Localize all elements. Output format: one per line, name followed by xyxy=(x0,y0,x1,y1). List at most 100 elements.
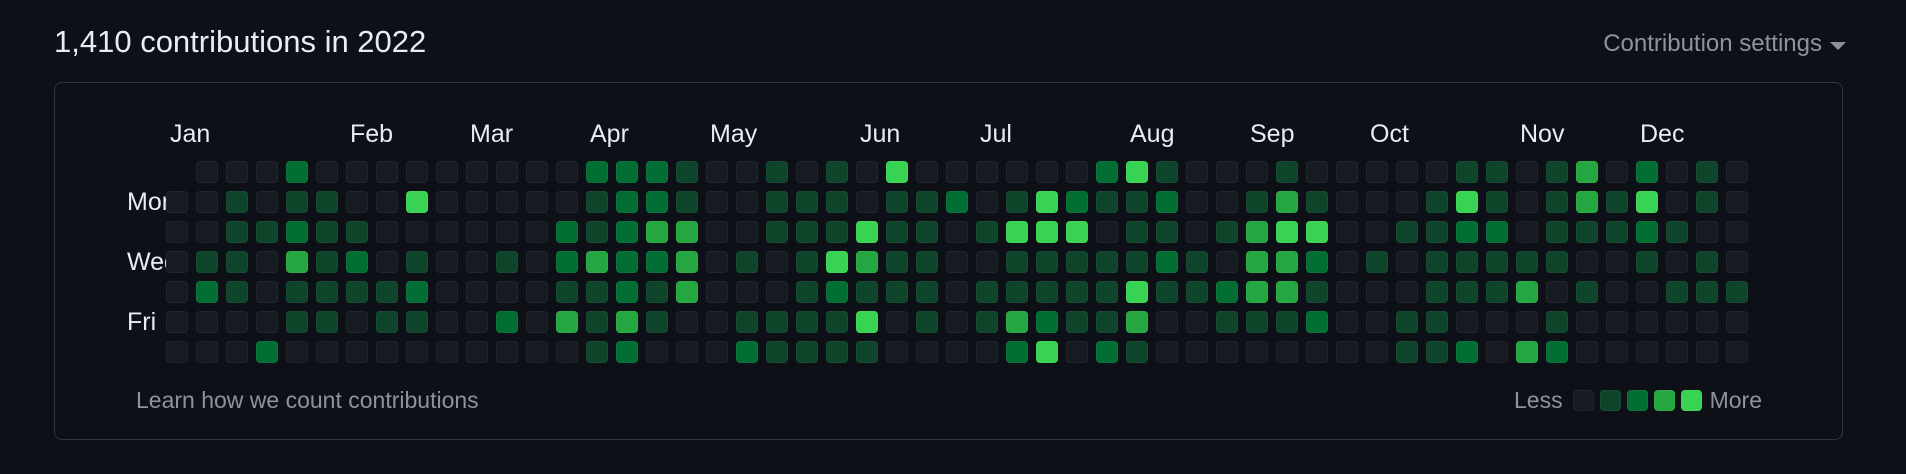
contribution-day-cell[interactable] xyxy=(676,221,698,243)
contribution-day-cell[interactable] xyxy=(796,281,818,303)
contribution-day-cell[interactable] xyxy=(1396,311,1418,333)
contribution-day-cell[interactable] xyxy=(676,311,698,333)
contribution-day-cell[interactable] xyxy=(736,221,758,243)
contribution-day-cell[interactable] xyxy=(466,281,488,303)
contribution-day-cell[interactable] xyxy=(1186,281,1208,303)
contribution-day-cell[interactable] xyxy=(1486,161,1508,183)
contribution-day-cell[interactable] xyxy=(856,341,878,363)
contribution-day-cell[interactable] xyxy=(1366,311,1388,333)
contribution-day-cell[interactable] xyxy=(376,221,398,243)
contribution-day-cell[interactable] xyxy=(1126,281,1148,303)
contribution-day-cell[interactable] xyxy=(496,161,518,183)
contribution-day-cell[interactable] xyxy=(706,221,728,243)
contribution-day-cell[interactable] xyxy=(286,161,308,183)
contribution-day-cell[interactable] xyxy=(166,191,188,213)
contribution-day-cell[interactable] xyxy=(1036,251,1058,273)
contribution-day-cell[interactable] xyxy=(226,251,248,273)
contribution-day-cell[interactable] xyxy=(196,161,218,183)
contribution-day-cell[interactable] xyxy=(1156,161,1178,183)
contribution-day-cell[interactable] xyxy=(1606,251,1628,273)
contribution-day-cell[interactable] xyxy=(436,281,458,303)
contribution-day-cell[interactable] xyxy=(1516,341,1538,363)
contribution-day-cell[interactable] xyxy=(1636,161,1658,183)
contribution-day-cell[interactable] xyxy=(1336,341,1358,363)
contribution-day-cell[interactable] xyxy=(1486,221,1508,243)
contribution-day-cell[interactable] xyxy=(1156,191,1178,213)
contribution-day-cell[interactable] xyxy=(1276,221,1298,243)
contribution-day-cell[interactable] xyxy=(196,251,218,273)
contribution-day-cell[interactable] xyxy=(1546,281,1568,303)
contribution-day-cell[interactable] xyxy=(496,221,518,243)
contribution-day-cell[interactable] xyxy=(166,251,188,273)
contribution-day-cell[interactable] xyxy=(556,251,578,273)
contribution-day-cell[interactable] xyxy=(1006,341,1028,363)
contribution-day-cell[interactable] xyxy=(1156,221,1178,243)
contribution-day-cell[interactable] xyxy=(556,161,578,183)
contribution-day-cell[interactable] xyxy=(1126,191,1148,213)
contribution-day-cell[interactable] xyxy=(826,311,848,333)
contribution-day-cell[interactable] xyxy=(976,281,998,303)
contribution-day-cell[interactable] xyxy=(1276,191,1298,213)
contribution-day-cell[interactable] xyxy=(976,251,998,273)
contribution-day-cell[interactable] xyxy=(736,251,758,273)
contribution-day-cell[interactable] xyxy=(1006,161,1028,183)
contribution-day-cell[interactable] xyxy=(736,311,758,333)
contribution-day-cell[interactable] xyxy=(706,341,728,363)
contribution-day-cell[interactable] xyxy=(256,311,278,333)
contribution-day-cell[interactable] xyxy=(1696,281,1718,303)
contribution-day-cell[interactable] xyxy=(1636,191,1658,213)
contribution-day-cell[interactable] xyxy=(736,281,758,303)
contribution-day-cell[interactable] xyxy=(466,341,488,363)
contribution-day-cell[interactable] xyxy=(196,281,218,303)
contribution-day-cell[interactable] xyxy=(1336,311,1358,333)
contribution-day-cell[interactable] xyxy=(1606,191,1628,213)
contribution-day-cell[interactable] xyxy=(1036,161,1058,183)
contribution-day-cell[interactable] xyxy=(1216,191,1238,213)
contribution-day-cell[interactable] xyxy=(826,251,848,273)
contribution-day-cell[interactable] xyxy=(376,311,398,333)
contribution-day-cell[interactable] xyxy=(706,251,728,273)
contribution-day-cell[interactable] xyxy=(1096,311,1118,333)
contribution-day-cell[interactable] xyxy=(1456,161,1478,183)
contribution-day-cell[interactable] xyxy=(1036,341,1058,363)
contribution-day-cell[interactable] xyxy=(676,161,698,183)
contribution-day-cell[interactable] xyxy=(466,221,488,243)
contribution-day-cell[interactable] xyxy=(286,281,308,303)
contribution-day-cell[interactable] xyxy=(1186,221,1208,243)
contribution-day-cell[interactable] xyxy=(556,311,578,333)
contribution-settings-button[interactable]: Contribution settings xyxy=(1603,28,1846,60)
contribution-day-cell[interactable] xyxy=(1126,221,1148,243)
contribution-day-cell[interactable] xyxy=(616,191,638,213)
contribution-day-cell[interactable] xyxy=(496,311,518,333)
contribution-day-cell[interactable] xyxy=(766,251,788,273)
contribution-day-cell[interactable] xyxy=(1516,221,1538,243)
contribution-day-cell[interactable] xyxy=(1486,281,1508,303)
contribution-day-cell[interactable] xyxy=(526,311,548,333)
contribution-day-cell[interactable] xyxy=(976,161,998,183)
contribution-day-cell[interactable] xyxy=(526,221,548,243)
contribution-day-cell[interactable] xyxy=(1576,281,1598,303)
contribution-day-cell[interactable] xyxy=(1306,161,1328,183)
contribution-day-cell[interactable] xyxy=(886,281,908,303)
contribution-day-cell[interactable] xyxy=(1306,311,1328,333)
contribution-day-cell[interactable] xyxy=(436,161,458,183)
contribution-day-cell[interactable] xyxy=(916,311,938,333)
contribution-day-cell[interactable] xyxy=(1096,341,1118,363)
contribution-day-cell[interactable] xyxy=(1426,311,1448,333)
contribution-day-cell[interactable] xyxy=(1396,221,1418,243)
contribution-day-cell[interactable] xyxy=(226,341,248,363)
contribution-day-cell[interactable] xyxy=(1216,311,1238,333)
contribution-day-cell[interactable] xyxy=(1246,281,1268,303)
contribution-day-cell[interactable] xyxy=(586,281,608,303)
contribution-day-cell[interactable] xyxy=(406,191,428,213)
contribution-day-cell[interactable] xyxy=(676,281,698,303)
contribution-day-cell[interactable] xyxy=(1156,341,1178,363)
contribution-day-cell[interactable] xyxy=(1726,161,1748,183)
contribution-day-cell[interactable] xyxy=(1456,251,1478,273)
contribution-day-cell[interactable] xyxy=(1066,281,1088,303)
contribution-day-cell[interactable] xyxy=(886,311,908,333)
contribution-day-cell[interactable] xyxy=(556,221,578,243)
contribution-day-cell[interactable] xyxy=(766,341,788,363)
contribution-day-cell[interactable] xyxy=(346,221,368,243)
contribution-day-cell[interactable] xyxy=(1276,341,1298,363)
